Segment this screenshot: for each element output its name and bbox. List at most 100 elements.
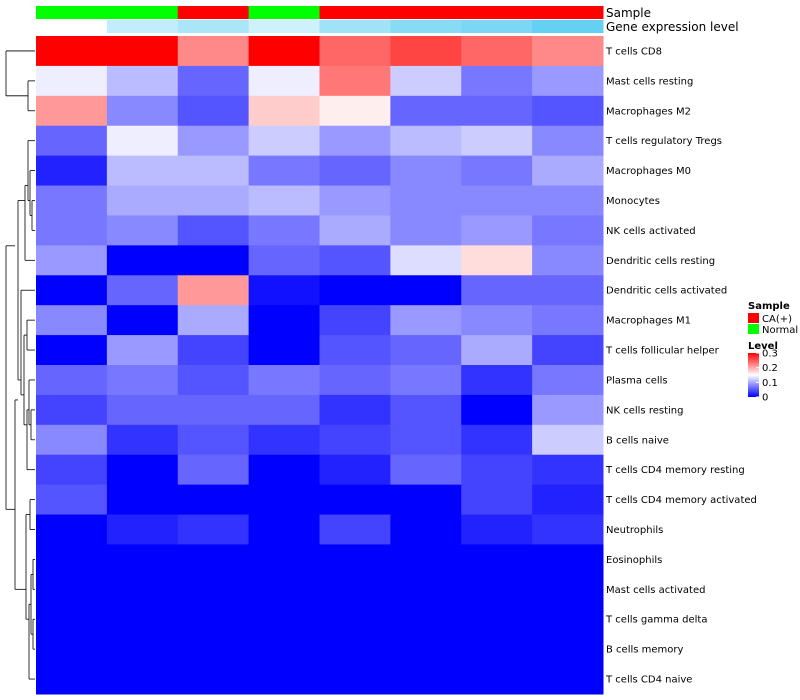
heatmap-cell xyxy=(248,514,320,545)
heatmap-cell xyxy=(461,245,533,276)
heatmap-cell xyxy=(532,335,604,366)
heatmap-cell xyxy=(532,275,604,306)
heatmap-cell xyxy=(390,664,462,695)
sample-anno-cell xyxy=(390,6,462,19)
heatmap-cell xyxy=(532,95,604,127)
heatmap-cell xyxy=(106,424,179,456)
heatmap-cell xyxy=(248,36,320,67)
row-label: T cells CD4 memory resting xyxy=(605,465,745,476)
level-tick-label: 0.1 xyxy=(762,378,778,389)
row-label: T cells regulatory Tregs xyxy=(605,136,722,147)
heatmap-cell xyxy=(390,275,462,306)
heatmap-cell xyxy=(319,604,391,635)
heatmap-cell xyxy=(461,574,533,605)
heatmap-cell xyxy=(177,125,250,157)
heatmap-cell xyxy=(106,335,179,366)
legend-label-normal: Normal xyxy=(762,325,798,336)
heatmap-cell xyxy=(36,215,108,246)
heatmap-cell xyxy=(532,36,604,67)
heatmap-cell xyxy=(248,365,320,396)
heatmap-cell xyxy=(461,394,533,426)
heatmap-cell xyxy=(390,215,462,246)
heatmap-cell xyxy=(461,365,533,396)
heatmap-cell xyxy=(106,36,179,67)
row-label: NK cells activated xyxy=(606,226,696,237)
level-colorbar xyxy=(748,353,759,397)
heatmap-cell xyxy=(319,245,391,276)
heatmap-cell xyxy=(177,36,250,67)
expression-anno-cell xyxy=(461,20,533,33)
heatmap-cell xyxy=(390,95,462,127)
heatmap-cell xyxy=(106,305,179,336)
sample-anno-cell xyxy=(106,6,179,19)
expression-track-label: Gene expression level xyxy=(606,20,739,34)
heatmap-cell xyxy=(461,544,533,575)
heatmap-cell xyxy=(319,215,391,246)
heatmap-cell xyxy=(390,155,462,187)
row-label: T cells CD4 naive xyxy=(605,675,692,686)
heatmap-cell xyxy=(248,544,320,575)
heatmap-cell xyxy=(390,185,462,216)
heatmap-cell xyxy=(319,574,391,605)
heatmap-cell xyxy=(106,155,179,187)
heatmap-cell xyxy=(319,185,391,216)
heatmap-cell xyxy=(36,155,108,187)
heatmap-cell xyxy=(461,484,533,516)
heatmap-cell xyxy=(36,454,108,486)
heatmap-cell xyxy=(177,335,250,366)
level-tick-label: 0.3 xyxy=(762,349,778,360)
row-label: NK cells resting xyxy=(606,405,683,416)
sample-track-label: Sample xyxy=(606,6,651,20)
level-legend-title: Level xyxy=(748,341,778,352)
heatmap-cell xyxy=(36,185,108,216)
row-label: Monocytes xyxy=(606,196,660,207)
heatmap-cell xyxy=(248,215,320,246)
heatmap-cell xyxy=(106,454,179,486)
heatmap-cell xyxy=(248,604,320,635)
annotation-tracks xyxy=(36,6,604,33)
heatmap-cell xyxy=(248,185,320,216)
heatmap-cell xyxy=(319,305,391,336)
heatmap-cell xyxy=(248,634,320,665)
row-label: Macrophages M2 xyxy=(606,106,691,117)
heatmap-cell xyxy=(106,604,179,635)
heatmap-cell xyxy=(532,634,604,665)
heatmap-cell xyxy=(106,544,179,575)
heatmap-cell xyxy=(390,305,462,336)
heatmap-cell xyxy=(36,65,108,97)
heatmap-cell xyxy=(36,634,108,665)
row-label: T cells CD4 memory activated xyxy=(605,495,757,506)
heatmap-cell xyxy=(36,95,108,127)
expression-anno-cell xyxy=(390,20,462,33)
heatmap-cell xyxy=(177,245,250,276)
heatmap-cell xyxy=(461,335,533,366)
heatmap-cell xyxy=(248,125,320,157)
heatmap-cell xyxy=(390,245,462,276)
legend-label-ca: CA(+) xyxy=(762,314,792,325)
heatmap-cell xyxy=(532,215,604,246)
row-label: T cells follicular helper xyxy=(605,346,720,357)
heatmap-cell xyxy=(390,424,462,456)
heatmap-cell xyxy=(319,424,391,456)
heatmap-cell xyxy=(177,514,250,545)
heatmap-cell xyxy=(319,365,391,396)
heatmap-cell xyxy=(461,604,533,635)
row-dendrogram xyxy=(5,50,35,680)
heatmap-cell xyxy=(319,664,391,695)
row-label: Dendritic cells activated xyxy=(606,286,727,297)
expression-anno-cell xyxy=(319,20,391,33)
annotation-labels: Sample Gene expression level xyxy=(606,6,739,34)
heatmap-cell xyxy=(106,514,179,545)
heatmap-cell xyxy=(106,365,179,396)
heatmap-cell xyxy=(390,514,462,545)
heatmap-cell xyxy=(532,65,604,97)
sample-anno-cell xyxy=(36,6,108,19)
row-label: Mast cells resting xyxy=(606,76,693,87)
heatmap-cell xyxy=(319,335,391,366)
row-label: T cells gamma delta xyxy=(605,615,707,626)
row-label: B cells naive xyxy=(606,435,669,446)
row-label: Dendritic cells resting xyxy=(606,256,715,267)
heatmap-cell xyxy=(390,454,462,486)
heatmap-cell xyxy=(461,125,533,157)
heatmap-cell xyxy=(36,305,108,336)
